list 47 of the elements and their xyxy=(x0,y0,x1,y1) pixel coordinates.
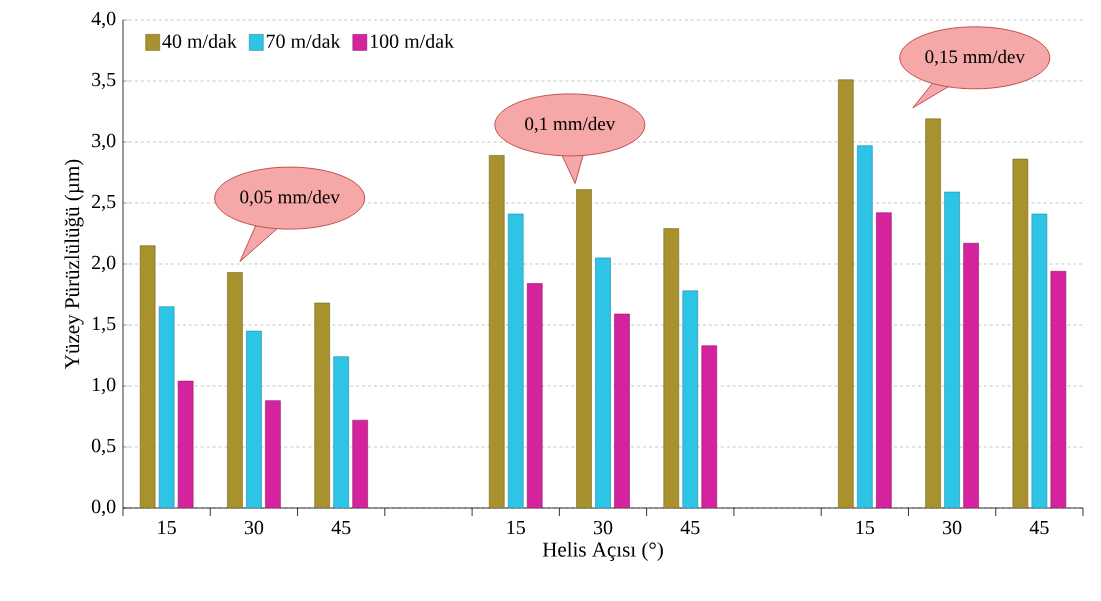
y-tick-label: 4,0 xyxy=(91,11,116,29)
y-tick-label: 3,0 xyxy=(92,133,116,151)
annotation: 0,05 mm/dev xyxy=(240,190,340,207)
x-axis-title: Helis Açısı (°) xyxy=(542,541,663,561)
bar xyxy=(682,290,699,508)
legend-label: 40 m/dak xyxy=(162,33,237,49)
bar xyxy=(526,283,543,508)
y-tick-label: 0,0 xyxy=(91,499,116,517)
bar xyxy=(333,356,349,508)
bar xyxy=(314,302,330,508)
y-tick-label: 1,0 xyxy=(92,377,116,395)
x-tick-label: 15 xyxy=(507,520,525,535)
bar xyxy=(838,79,854,508)
x-tick-label: 45 xyxy=(331,520,351,535)
bar xyxy=(246,330,262,508)
y-tick-label: 3,5 xyxy=(92,72,116,90)
y-tick-label: 2,5 xyxy=(92,194,116,212)
y-tick-label: 1,5 xyxy=(92,316,116,334)
x-tick-label: 30 xyxy=(943,520,962,535)
bar xyxy=(614,313,630,508)
bar xyxy=(701,345,718,508)
y-axis-title: Yüzey Pürüzlülüğü (µm) xyxy=(64,159,84,369)
bar xyxy=(876,212,892,508)
x-tick-label: 15 xyxy=(158,520,176,535)
bar xyxy=(663,228,680,508)
bar xyxy=(944,191,960,508)
bar xyxy=(507,213,524,508)
bar xyxy=(595,257,611,508)
bar xyxy=(265,400,281,508)
legend-label: 100 m/dak xyxy=(370,33,455,49)
bar xyxy=(488,155,505,508)
y-tick-label: 0,5 xyxy=(91,438,116,456)
bar xyxy=(963,242,979,508)
x-tick-label: 45 xyxy=(1029,520,1049,535)
annotation: 0,1 mm/dev xyxy=(525,116,616,133)
legend-label: 70 m/dak xyxy=(266,33,341,49)
y-tick-label: 2,0 xyxy=(92,255,116,273)
x-tick-label: 30 xyxy=(244,520,264,535)
bar xyxy=(576,189,592,508)
x-tick-label: 45 xyxy=(680,520,700,535)
bar xyxy=(925,118,941,508)
bar xyxy=(857,145,873,508)
annotation: 0,15 mm/dev xyxy=(925,49,1025,66)
bar xyxy=(352,419,368,508)
bar xyxy=(227,272,243,508)
x-tick-label: 15 xyxy=(856,520,875,535)
x-tick-label: 30 xyxy=(593,520,613,535)
